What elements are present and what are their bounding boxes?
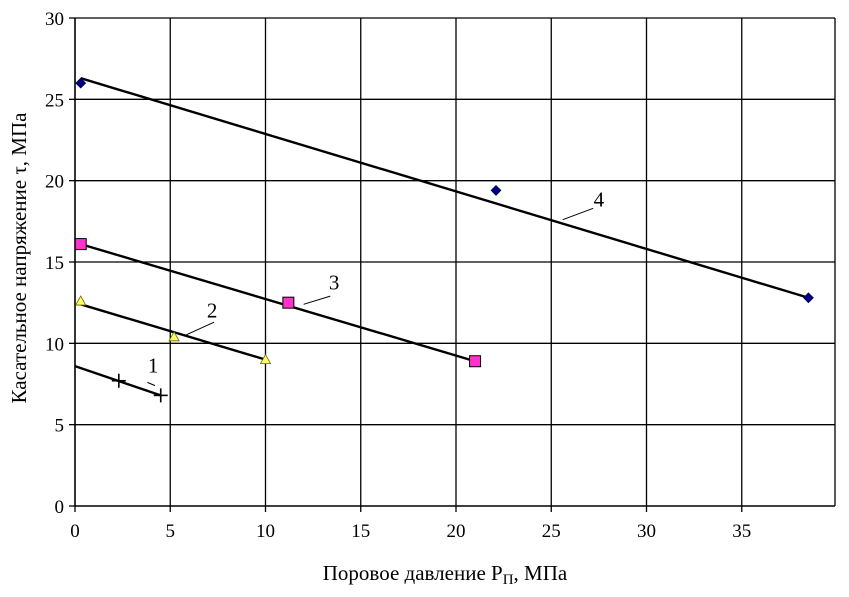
y-tick-label: 10 [45,334,64,355]
plus-marker [153,388,168,403]
series-label-3: 3 [329,271,340,295]
x-tick-label: 30 [637,521,656,542]
series-label-2: 2 [207,298,218,322]
x-tick-label: 20 [447,521,466,542]
series-1 [74,364,168,403]
leader-line-4 [562,207,594,221]
x-tick-label: 5 [166,521,176,542]
triangle-marker [259,353,272,365]
triangle-marker [75,295,87,306]
trend-line-2 [80,303,266,361]
x-tick-label: 15 [351,521,370,542]
leader-line-1 [147,381,156,387]
axes [69,17,835,512]
triangle-marker [168,331,180,342]
diamond-marker [75,77,87,89]
x-tick-label: 35 [732,521,751,542]
x-tick-labels: 0 5 10 15 20 25 30 35 [70,521,751,542]
y-tick-label: 0 [55,497,65,518]
series-labels: 1 2 3 4 [147,188,605,387]
plus-marker [111,373,126,388]
leader-line-2 [185,321,215,336]
y-tick-label: 20 [45,172,64,193]
x-axis-label-main: Поровое давление P [323,561,503,585]
series-2 [75,295,272,365]
data-series [74,77,814,403]
y-tick-label: 5 [55,416,65,437]
trend-line-3 [80,242,476,363]
series-label-1: 1 [148,354,159,378]
leader-line-3 [303,295,331,305]
x-tick-label: 25 [542,521,561,542]
series-4 [75,77,814,304]
x-axis-label-units: , МПа [514,561,568,585]
x-tick-label: 0 [70,521,80,542]
square-marker [74,238,87,251]
gridlines [75,17,836,506]
y-tick-label: 30 [45,9,64,30]
y-axis-label: Касательное напряжение τ, МПа [7,112,31,404]
trend-line-4 [80,77,809,299]
x-axis-label-subscript: П [503,572,514,588]
x-axis-label: Поровое давление PП, МПа [323,561,568,588]
square-marker [469,355,482,368]
square-marker [282,296,295,309]
y-tick-label: 25 [45,90,64,111]
series-label-4: 4 [594,188,605,212]
x-tick-label: 10 [256,521,275,542]
y-tick-label: 15 [45,253,64,274]
series-3 [74,238,482,368]
y-tick-labels: 0 5 10 15 20 25 30 [45,9,64,518]
diamond-marker [490,185,502,196]
diamond-marker [803,292,814,304]
